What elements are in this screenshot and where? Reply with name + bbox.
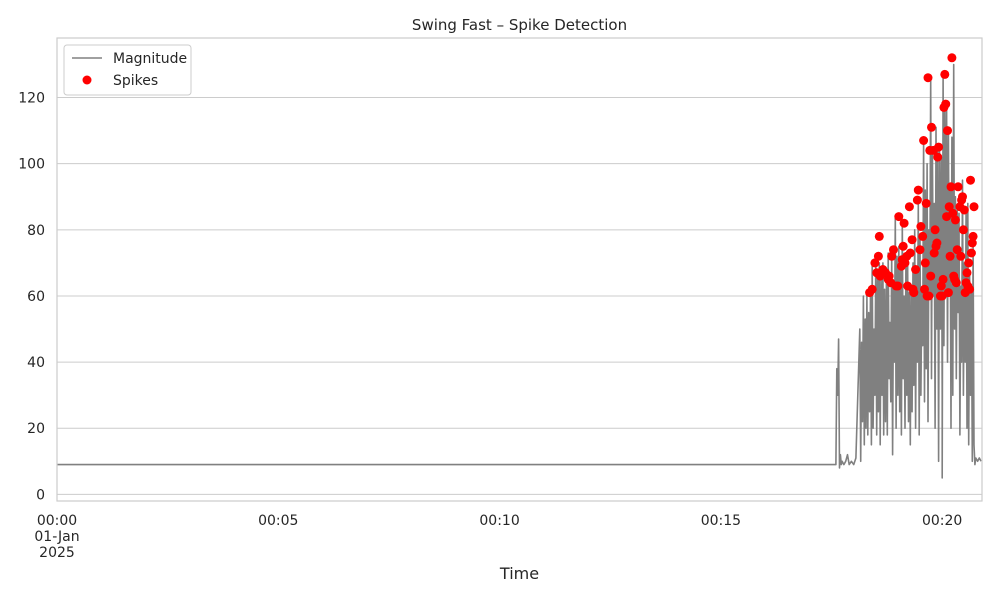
y-tick-label: 20: [27, 421, 45, 437]
x-tick-label: 00:05: [258, 513, 298, 529]
x-tick-label: 01-Jan: [34, 529, 79, 545]
spike-point: [938, 274, 948, 284]
spike-point: [959, 205, 969, 215]
spike-point: [874, 231, 884, 241]
magnitude-series: [57, 63, 982, 479]
spike-point: [934, 142, 944, 152]
spike-point: [923, 73, 933, 83]
spike-point: [953, 182, 963, 192]
legend-spikes-swatch: [82, 75, 92, 85]
spike-point: [911, 265, 921, 274]
spike-point: [916, 222, 926, 231]
spike-point: [894, 212, 904, 222]
spike-point: [899, 218, 909, 228]
spike-point: [946, 182, 956, 192]
spike-point: [949, 271, 959, 281]
spike-point: [964, 258, 974, 268]
spike-point: [966, 175, 975, 185]
spike-point: [940, 69, 950, 79]
y-tick-label: 0: [36, 487, 45, 503]
y-tick-label: 80: [27, 223, 45, 239]
spike-point: [947, 53, 957, 63]
spike-point: [903, 281, 913, 291]
spike-point: [898, 241, 908, 251]
x-tick-label: 00:10: [479, 513, 519, 529]
spike-point: [922, 291, 932, 301]
spikes-series: [865, 53, 979, 301]
spike-point: [921, 198, 931, 208]
spike-point: [942, 212, 952, 222]
plot-frame: [56, 37, 983, 502]
spike-point: [907, 235, 917, 245]
spike-point: [969, 202, 979, 212]
spike-point: [943, 288, 953, 298]
chart-title: Swing Fast – Spike Detection: [412, 16, 627, 34]
spike-point: [944, 202, 954, 212]
magnitude-line: [57, 63, 982, 479]
spike-point: [966, 248, 976, 258]
legend-spikes-label: Spikes: [113, 73, 158, 89]
y-tick-label: 60: [27, 289, 45, 305]
spike-point: [926, 271, 936, 281]
x-tick-label: 00:00: [37, 513, 77, 529]
x-tick-label: 2025: [39, 545, 75, 561]
spike-point: [905, 248, 915, 258]
plot-area: [57, 38, 982, 501]
spike-point: [884, 271, 894, 281]
spike-point: [930, 225, 940, 235]
y-tick-label: 120: [18, 91, 45, 107]
grid-lines: [57, 97, 982, 495]
spike-point: [912, 195, 922, 205]
y-tick-label: 40: [27, 355, 45, 371]
x-axis-label: Time: [499, 564, 539, 583]
x-tick-label: 00:15: [701, 513, 741, 529]
spike-point: [904, 202, 914, 212]
spike-point: [919, 136, 929, 145]
spike-point: [900, 258, 910, 268]
spike-point: [913, 185, 923, 195]
spike-point: [958, 192, 967, 202]
spike-point: [950, 215, 960, 225]
spike-point: [945, 251, 955, 261]
spike-point: [915, 245, 925, 255]
spike-point: [918, 231, 928, 241]
spike-point: [952, 245, 962, 255]
spike-point: [887, 251, 897, 261]
legend-magnitude-label: Magnitude: [113, 51, 187, 67]
spike-point: [958, 225, 968, 235]
spike-point: [968, 231, 978, 241]
spike-point: [873, 251, 883, 261]
spike-point: [927, 122, 936, 132]
y-tick-label: 100: [18, 157, 45, 173]
spike-point: [933, 152, 943, 162]
y-tick-labels: 0 20 40 60 80 100 120: [18, 91, 45, 504]
spike-point: [956, 251, 966, 261]
spike-point: [962, 268, 972, 278]
spike-point: [943, 126, 952, 136]
spike-point: [893, 281, 903, 291]
spike-point: [867, 284, 877, 294]
spike-point: [941, 99, 951, 109]
spike-point: [963, 281, 973, 291]
spike-point: [870, 258, 880, 268]
legend: Magnitude Spikes: [63, 44, 192, 96]
spike-point: [920, 258, 930, 268]
x-tick-label: 00:20: [922, 513, 962, 529]
spike-point: [931, 241, 941, 251]
spike-point: [967, 238, 977, 248]
